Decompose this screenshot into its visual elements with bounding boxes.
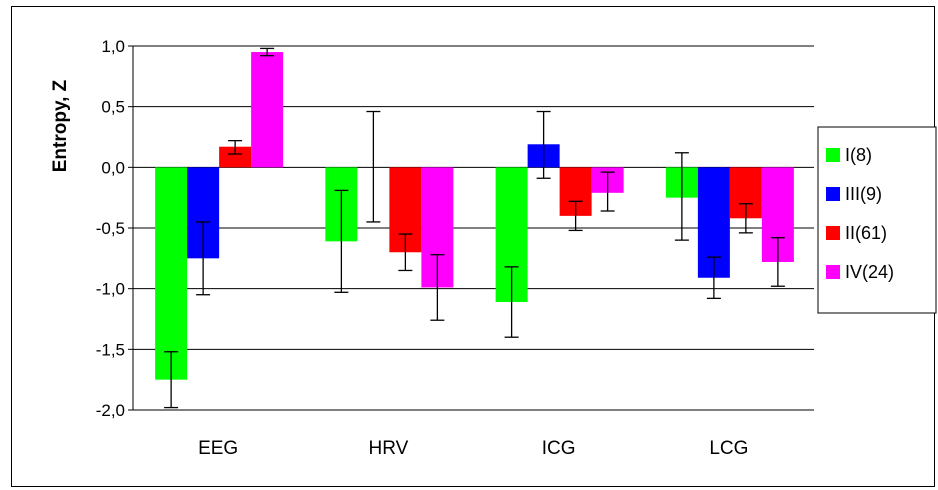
y-tick-label: -2,0 (96, 401, 125, 420)
y-tick-label: 1,0 (101, 37, 125, 56)
legend: I(8) III(9) II(61) IV(24) (817, 126, 937, 314)
legend-swatch (826, 265, 840, 279)
x-tick-label: ICG (542, 438, 576, 459)
legend-label: II(61) (845, 223, 887, 243)
bar (155, 167, 188, 380)
y-tick-label: 0,5 (101, 98, 125, 117)
y-tick-label: 0,0 (101, 158, 125, 177)
y-tick-label: -1,0 (96, 280, 125, 299)
legend-label: I(8) (845, 145, 872, 165)
legend-label: IV(24) (845, 262, 894, 282)
legend-swatch (826, 187, 840, 201)
axes: 1,0 0,5 0,0 -0,5 -1,0 -1,5 -2,0 EEG HRV ICG LCG (96, 37, 749, 459)
x-tick-label: EEG (198, 438, 238, 459)
x-tick-label: LCG (709, 438, 748, 459)
y-tick-label: -0,5 (96, 219, 125, 238)
y-tick-label: -1,5 (96, 340, 125, 359)
error-bars (164, 47, 785, 409)
bar (219, 146, 252, 168)
bars (155, 52, 794, 380)
legend-swatch (826, 226, 840, 240)
bar (251, 52, 284, 168)
y-axis-label: Entropy, Z (50, 79, 71, 172)
legend-swatch (826, 148, 840, 162)
legend-label: III(9) (845, 184, 882, 204)
x-tick-label: HRV (368, 438, 408, 459)
